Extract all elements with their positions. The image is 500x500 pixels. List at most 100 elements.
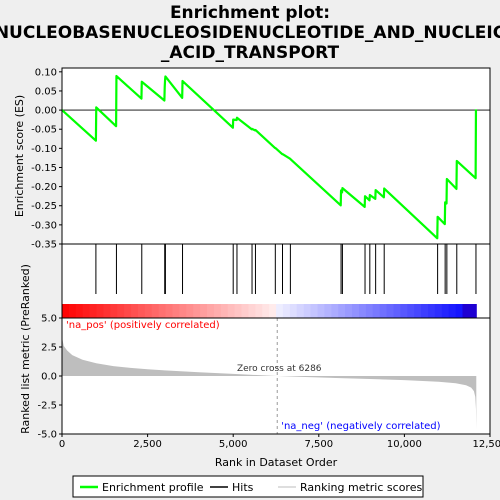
rank-x-axis-label: Rank in Dataset Order <box>215 456 338 469</box>
rank-y-tick-label: -5.0 <box>37 430 57 441</box>
rank-x-tick-label: 2,500 <box>133 439 162 450</box>
rank-color-bar-segment <box>352 304 360 318</box>
rank-color-bar-segment <box>200 304 208 318</box>
chart-title-line: NUCLEOBASENUCLEOSIDENUCLEOTIDE_AND_NUCLE… <box>0 23 500 43</box>
rank-color-bar-segment <box>448 304 457 318</box>
es-y-tick-label: 0.05 <box>35 86 57 97</box>
rank-color-bar-segment <box>262 304 270 318</box>
rank-color-bar-segment <box>345 304 353 318</box>
rank-color-bar-segment <box>165 304 173 318</box>
es-y-tick-label: -0.10 <box>31 144 57 155</box>
rank-color-bar-segment <box>117 304 125 318</box>
enrichment-profile-line <box>61 74 478 240</box>
rank-color-bar-segment <box>255 304 263 318</box>
rank-color-bar-segment <box>144 304 153 318</box>
rank-color-bar-segment <box>158 304 167 318</box>
rank-color-bar-segment <box>186 304 194 318</box>
rank-color-bar-segment <box>414 304 422 318</box>
legend-label: Enrichment profile <box>102 481 204 494</box>
rank-color-bar-segment <box>110 304 118 318</box>
rank-color-bar-segment <box>296 304 305 318</box>
rank-color-bar-segment <box>68 304 77 318</box>
es-y-tick-label: -0.25 <box>31 201 57 212</box>
rank-color-bar-segment <box>241 304 249 318</box>
es-panel: 0.10 0.05 0.00 -0.05 -0.10 -0.15 -0.20 -0.25 -0.… <box>13 67 491 251</box>
neg-correlated-label: 'na_neg' (negatively correlated) <box>281 421 440 432</box>
rank-x-tick-label: 12,500 <box>473 439 500 450</box>
rank-color-bar-segment <box>469 304 477 318</box>
rank-y-axis-label: Ranked list metric (PreRanked) <box>19 264 32 434</box>
rank-color-bar-segment <box>421 304 429 318</box>
rank-y-tick-label: -2.5 <box>37 401 57 412</box>
rank-color-bar-segment <box>324 304 332 318</box>
pos-correlated-label: 'na_pos' (positively correlated) <box>66 320 220 331</box>
rank-color-bar-segment <box>124 304 132 318</box>
rank-color-bar-segment <box>248 304 256 318</box>
rank-color-bar-segment <box>358 304 367 318</box>
rank-color-bar-segment <box>96 304 104 318</box>
chart-title-line: _ACID_TRANSPORT <box>161 43 340 63</box>
rank-color-bar-segment <box>227 304 236 318</box>
rank-color-bar-segment <box>131 304 139 318</box>
rank-y-tick-label: 0.0 <box>41 372 57 383</box>
rank-color-bar-segment <box>434 304 443 318</box>
rank-color-bar-segment <box>234 304 243 318</box>
rank-color-bar-segment <box>303 304 312 318</box>
chart-title-line: Enrichment plot: <box>170 3 330 23</box>
rank-color-bar-segment <box>386 304 394 318</box>
rank-color-bar-segment <box>193 304 201 318</box>
rank-color-bar-segment <box>89 304 98 318</box>
rank-color-bar-segment <box>379 304 388 318</box>
rank-color-bar-segment <box>427 304 436 318</box>
hits-panel <box>61 243 491 319</box>
legend-box <box>72 475 424 498</box>
es-y-tick-label: -0.30 <box>31 220 57 231</box>
rank-color-bar-segment <box>75 304 84 318</box>
rank-color-bar-segment <box>365 304 374 318</box>
rank-panel: Zero cross at 6286 'na_pos' (positively c… <box>19 264 500 469</box>
rank-color-bar-segment <box>289 304 298 318</box>
es-y-tick-label: -0.05 <box>31 125 57 136</box>
rank-color-bar-segment <box>282 304 291 318</box>
es-y-tick-label: -0.20 <box>31 182 57 193</box>
rank-color-bar-segment <box>151 304 160 318</box>
rank-color-bar-segment <box>213 304 222 318</box>
rank-color-bar-segment <box>82 304 91 318</box>
rank-color-bar-segment <box>331 304 339 318</box>
rank-color-bar-segment <box>179 304 187 318</box>
legend: Enrichment profile Hits Ranking metric sco… <box>72 475 424 498</box>
rank-color-bar-segment <box>407 304 415 318</box>
rank-color-bar-segment <box>207 304 215 318</box>
rank-x-tick-label: 7,500 <box>304 439 333 450</box>
legend-label: Ranking metric scores <box>300 481 422 494</box>
rank-color-bar-segment <box>462 304 470 318</box>
legend-label: Hits <box>232 481 254 494</box>
rank-x-tick-label: 0 <box>59 439 65 450</box>
rank-color-bar-segment <box>338 304 346 318</box>
rank-color-bar-segment <box>269 304 277 318</box>
zero-cross-label: Zero cross at 6286 <box>237 364 322 374</box>
rank-color-bar-segment <box>455 304 463 318</box>
rank-color-bar-segment <box>372 304 381 318</box>
rank-color-bar-segment <box>441 304 450 318</box>
rank-color-bar-segment <box>220 304 229 318</box>
es-y-tick-label: 0.10 <box>35 67 57 78</box>
rank-color-bar-segment <box>172 304 180 318</box>
rank-color-bar-segment <box>310 304 318 318</box>
rank-color-bar-segment <box>400 304 408 318</box>
es-y-axis-label: Enrichment score (ES) <box>13 95 26 217</box>
rank-x-tick-label: 10,000 <box>387 439 422 450</box>
es-y-tick-label: -0.15 <box>31 163 57 174</box>
rank-color-bar-segment <box>137 304 146 318</box>
rank-x-tick-label: 5,000 <box>219 439 248 450</box>
rank-color-bar-segment <box>276 304 284 318</box>
rank-y-tick-label: 5.0 <box>41 314 57 325</box>
rank-color-bar-segment <box>62 304 70 318</box>
rank-plot-frame <box>61 317 491 435</box>
rank-color-bar-segment <box>317 304 325 318</box>
chart-title: Enrichment plot:NUCLEOBASENUCLEOSIDENUCL… <box>0 3 500 63</box>
es-plot-area <box>62 68 490 244</box>
rank-color-bar-segment <box>103 304 111 318</box>
